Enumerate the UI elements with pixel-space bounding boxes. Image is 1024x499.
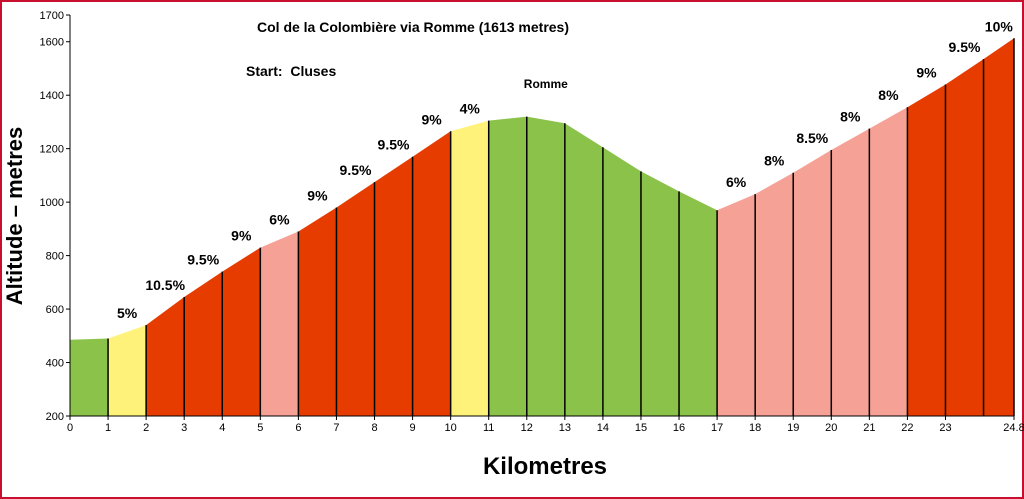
profile-segment-19	[755, 172, 794, 416]
y-tick-label: 600	[46, 304, 64, 316]
gradient-label: 5%	[117, 305, 138, 321]
x-tick-label: 20	[825, 422, 837, 434]
gradient-label: 9.5%	[949, 39, 981, 55]
profile-segment-15	[602, 147, 641, 417]
profile-segment-7	[298, 207, 337, 416]
x-tick-label: 19	[787, 422, 799, 434]
gradient-label: 9%	[421, 111, 442, 127]
profile-segment-10	[412, 131, 451, 417]
y-tick-label: 200	[46, 411, 64, 423]
y-tick-label: 400	[46, 358, 64, 370]
y-tick-label: 1600	[40, 37, 64, 49]
profile-segment-8	[336, 182, 375, 416]
profile-segment-17	[679, 191, 718, 416]
x-tick-label: 7	[333, 422, 339, 434]
gradient-label: 6%	[269, 212, 290, 228]
x-tick-label: 1	[105, 422, 111, 434]
x-tick-label: 2	[143, 422, 149, 434]
gradient-label: 9.5%	[187, 252, 219, 268]
profile-segment-24	[945, 59, 984, 416]
gradient-label: 10.5%	[145, 277, 185, 293]
gradient-labels: 5%10.5%9.5%9%6%9%9.5%9.5%9%4%6%8%8.5%8%8…	[117, 18, 1013, 321]
x-tick-label: 13	[559, 422, 571, 434]
x-tick-label: 21	[863, 422, 875, 434]
y-tick-label: 1000	[40, 197, 64, 209]
gradient-label: 8%	[878, 87, 899, 103]
x-tick-label: 24.8	[1003, 422, 1024, 434]
profile-segments	[70, 38, 1014, 417]
gradient-label: 9.5%	[378, 137, 410, 153]
profile-segment-4	[184, 271, 223, 416]
y-tick-label: 1400	[40, 90, 64, 102]
gradient-label: 9.5%	[340, 162, 372, 178]
profile-segment-20	[793, 150, 832, 416]
gradient-label: 9%	[307, 188, 328, 204]
x-axis-title: Kilometres	[483, 453, 607, 480]
y-axis-title: Altitude – metres	[2, 127, 27, 306]
km-dividers	[107, 38, 1015, 416]
gradient-label: 8.5%	[796, 130, 828, 146]
profile-segment-14	[564, 123, 603, 417]
gradient-label: 4%	[460, 101, 481, 117]
gradient-label: 6%	[726, 174, 747, 190]
y-tick-label: 800	[46, 251, 64, 263]
x-tick-labels: 0 1 2 3 4 5 6 7 8 9 10 11 12 13 14 15 16 17 18 19 20 21 22 23 24…	[67, 416, 1024, 434]
x-tick-label: 4	[219, 422, 225, 434]
gradient-label: 9%	[916, 65, 937, 81]
profile-segment-5	[222, 247, 261, 416]
x-tick-label: 17	[711, 422, 723, 434]
profile-segment-6	[260, 231, 299, 416]
y-tick-label: 1200	[40, 144, 64, 156]
gradient-label: 10%	[985, 18, 1014, 34]
x-tick-label: 18	[749, 422, 761, 434]
profile-segment-25	[983, 38, 1014, 417]
gradient-label: 9%	[231, 228, 252, 244]
x-tick-label: 23	[939, 422, 951, 434]
x-tick-label: 10	[445, 422, 457, 434]
profile-segment-16	[640, 171, 680, 416]
axes	[69, 15, 1014, 417]
y-tick-labels: 200 400 600 800 1000 1200 1400 1600 1700	[40, 10, 70, 423]
profile-segment-2	[108, 325, 147, 416]
x-tick-label: 12	[521, 422, 533, 434]
profile-segment-3	[146, 297, 185, 416]
profile-segment-11	[450, 120, 489, 416]
x-tick-label: 11	[483, 422, 494, 434]
gradient-label: 8%	[840, 109, 861, 125]
profile-segment-12	[488, 116, 527, 416]
x-tick-label: 6	[295, 422, 301, 434]
y-tick-label: 1700	[40, 10, 64, 22]
profile-segment-21	[831, 128, 870, 416]
x-tick-label: 14	[597, 422, 609, 434]
profile-segment-23	[907, 84, 946, 416]
x-tick-label: 3	[181, 422, 187, 434]
x-tick-label: 22	[901, 422, 913, 434]
annotation-romme: Romme	[524, 77, 568, 91]
x-tick-label: 9	[410, 422, 416, 434]
gradient-label: 8%	[764, 153, 785, 169]
x-tick-label: 8	[371, 422, 377, 434]
profile-segment-1	[70, 338, 109, 416]
x-tick-label: 5	[257, 422, 263, 434]
x-tick-label: 15	[635, 422, 647, 434]
profile-segment-18	[717, 194, 756, 416]
x-tick-label: 16	[673, 422, 685, 434]
chart-subtitle: Start: Cluses	[246, 63, 336, 79]
profile-segment-9	[374, 156, 413, 416]
chart-title: Col de la Colombière via Romme (1613 met…	[257, 19, 569, 35]
annotations: Romme	[524, 77, 568, 91]
x-tick-label: 0	[67, 422, 73, 434]
profile-segment-13	[526, 116, 565, 416]
profile-segment-22	[869, 107, 908, 416]
